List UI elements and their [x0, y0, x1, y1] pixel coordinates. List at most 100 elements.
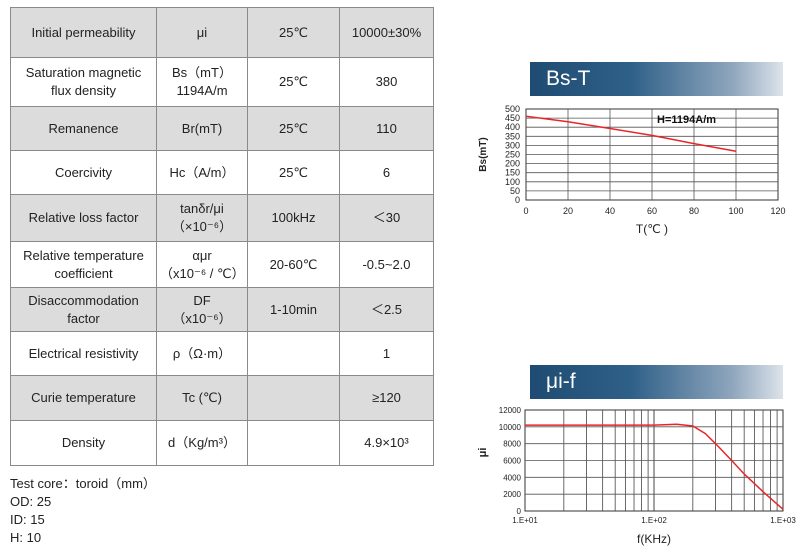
property-cell-text: Relative loss factor [28, 210, 139, 225]
property-cell: Disaccommodation factor [10, 287, 157, 332]
symbol-cell-text: Bs（mT） [172, 65, 232, 80]
symbol-cell-text: DF [193, 292, 211, 308]
table-row: Remanence Br(mT) 25℃ 110 [10, 106, 434, 151]
condition-cell: 100kHz [247, 194, 340, 242]
condition-cell-text: 25℃ [278, 74, 309, 89]
property-cell-text: Remanence [48, 120, 119, 136]
property-cell: Curie temperature [10, 375, 157, 421]
value-cell-text: 4.9×10³ [364, 435, 409, 450]
symbol-cell: tanδr/μi （×10⁻⁶） [156, 194, 248, 242]
symbol-cell-text: （x10⁻⁶ / ℃） [160, 265, 245, 281]
series-line [525, 423, 784, 510]
symbol-cell-text: Tc (℃) [182, 390, 222, 405]
x-tick-label: 120 [770, 206, 785, 216]
symbol-cell: Hc（A/m） [156, 150, 248, 195]
y-tick-label: 0 [517, 507, 522, 516]
property-cell: Electrical resistivity [10, 331, 157, 376]
symbol-cell-text: tanδr/μi [180, 201, 224, 216]
value-cell-text: 110 [376, 120, 397, 136]
symbol-cell: αμr （x10⁻⁶ / ℃） [156, 241, 248, 288]
property-cell: Coercivity [10, 150, 157, 195]
y-tick-label: 450 [505, 113, 520, 123]
test-core-line: Test core：toroid（mm） [10, 476, 156, 491]
x-tick-label: 40 [605, 206, 615, 216]
property-cell-text: Initial permeability [31, 24, 136, 40]
mu-f-banner: μi-f [530, 365, 783, 399]
y-tick-label: 250 [505, 150, 520, 160]
symbol-cell-text: （×10⁻⁶） [171, 219, 233, 234]
table-row: Initial permeability μi 25℃ 10000±30% [10, 7, 434, 58]
condition-cell: 25℃ [247, 7, 340, 58]
property-cell-text: Density [61, 435, 106, 450]
value-cell-text: ＜30 [372, 210, 401, 225]
table-row: Electrical resistivity ρ（Ω·m） 1 [10, 331, 434, 376]
property-cell-text: Disaccommodation [28, 292, 139, 308]
symbol-cell-text: （x10⁻⁶） [172, 310, 232, 326]
condition-cell-text: 100kHz [271, 210, 316, 225]
symbol-cell-text: ρ（Ω·m） [172, 345, 232, 361]
property-cell: Remanence [10, 106, 157, 151]
property-cell-text: flux density [50, 83, 117, 98]
bs-t-banner: Bs-T [530, 62, 783, 96]
table-row: Relative loss factor tanδr/μi （×10⁻⁶） 100kH… [10, 194, 434, 242]
y-axis-label: Bs(mT) [478, 137, 489, 171]
y-tick-label: 300 [505, 140, 520, 150]
test-core-height: H: 10 [10, 530, 42, 545]
symbol-cell-text: μi [196, 24, 208, 40]
symbol-cell: Br(mT) [156, 106, 248, 151]
value-cell-text: 1 [382, 345, 391, 361]
x-tick-label: 100 [728, 206, 743, 216]
y-tick-label: 350 [505, 131, 520, 141]
symbol-cell-text: αμr [192, 247, 212, 263]
x-axis-label: T(℃ ) [636, 222, 668, 236]
value-cell: 10000±30% [339, 7, 434, 58]
symbol-cell-text: d（Kg/m³） [168, 435, 236, 450]
property-cell-text: Electrical resistivity [28, 345, 139, 361]
x-tick-label: 20 [563, 206, 573, 216]
table-row: Coercivity Hc（A/m） 25℃ 6 [10, 150, 434, 195]
property-cell: Density [10, 420, 157, 466]
x-axis-label: f(KHz) [637, 532, 671, 546]
value-cell-text: 6 [382, 164, 391, 180]
value-cell: 4.9×10³ [339, 420, 434, 466]
y-tick-label: 400 [505, 122, 520, 132]
condition-cell-text: 20-60℃ [269, 256, 318, 272]
y-tick-label: 0 [515, 195, 520, 205]
table-row: Disaccommodation factor DF （x10⁻⁶） 1-10min ＜2… [10, 287, 434, 332]
symbol-cell-text: Hc（A/m） [169, 164, 235, 180]
property-cell: Initial permeability [10, 7, 157, 58]
symbol-cell: Bs（mT） 1194A/m [156, 57, 248, 107]
condition-cell-text: 25℃ [278, 164, 309, 180]
y-tick-label: 4000 [503, 473, 521, 482]
condition-cell: 1-10min [247, 287, 340, 332]
table-row: Density d（Kg/m³） 4.9×10³ [10, 420, 434, 466]
value-cell-text: -0.5~2.0 [362, 256, 411, 272]
annotation: H=1194A/m [657, 114, 716, 126]
value-cell: 1 [339, 331, 434, 376]
symbol-cell: ρ（Ω·m） [156, 331, 248, 376]
y-tick-label: 10000 [499, 423, 522, 432]
properties-table: Initial permeability μi 25℃ 10000±30% Satura… [10, 7, 434, 466]
x-tick-label: 1.E+02 [641, 516, 667, 525]
symbol-cell: μi [156, 7, 248, 58]
property-cell-text: Relative temperature [23, 247, 144, 263]
property-cell-text: factor [67, 310, 100, 326]
test-core-id: ID: 15 [10, 512, 45, 527]
x-tick-label: 1.E+01 [512, 516, 538, 525]
symbol-cell: DF （x10⁻⁶） [156, 287, 248, 332]
condition-cell-text: 25℃ [278, 120, 309, 136]
table-row: Relative temperature coefficient αμr （x10⁻⁶… [10, 241, 434, 288]
value-cell: ≥120 [339, 375, 434, 421]
y-tick-label: 6000 [503, 457, 521, 466]
value-cell: 380 [339, 57, 434, 107]
y-tick-label: 150 [505, 168, 520, 178]
property-cell-text: coefficient [54, 265, 113, 281]
table-row: Curie temperature Tc (℃) ≥120 [10, 375, 434, 421]
condition-cell: 25℃ [247, 57, 340, 107]
condition-cell [247, 375, 340, 421]
value-cell-text: ≥120 [372, 390, 401, 405]
value-cell-text: ＜2.5 [370, 301, 403, 317]
condition-cell [247, 420, 340, 466]
condition-cell: 25℃ [247, 106, 340, 151]
value-cell: 6 [339, 150, 434, 195]
